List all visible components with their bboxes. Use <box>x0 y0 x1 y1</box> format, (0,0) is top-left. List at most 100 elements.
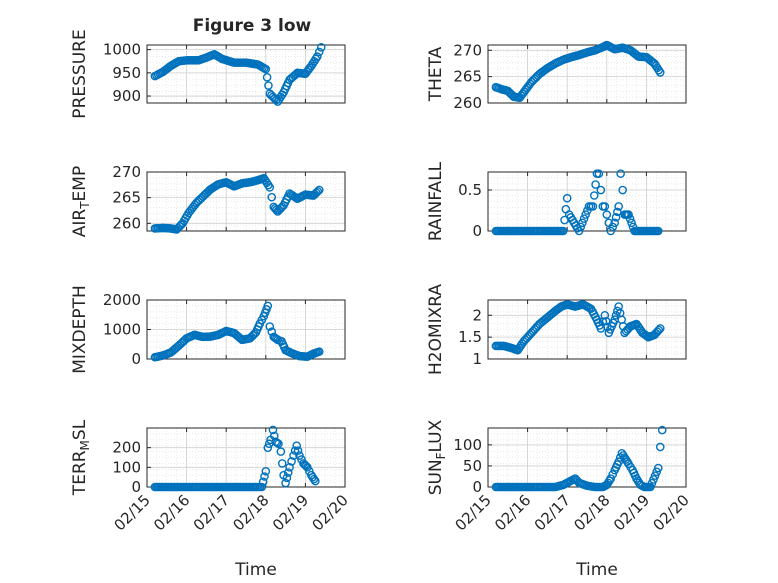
chart-air_temp: 270 265 260 AIRTEMP <box>70 163 346 237</box>
x-axis-label: Time <box>575 560 618 580</box>
data-point <box>289 451 298 460</box>
data-point <box>293 446 303 455</box>
data-point <box>261 64 271 74</box>
x-tick-label: 02/19 <box>610 491 653 534</box>
series-markers <box>150 425 320 492</box>
data-point <box>313 187 323 196</box>
x-tick-label: 02/16 <box>150 491 193 534</box>
data-point <box>602 210 612 219</box>
data-point <box>653 463 663 473</box>
y-tick-label: 50 <box>463 457 482 475</box>
data-point <box>257 482 267 492</box>
data-point <box>655 442 665 452</box>
chart-h2omixra: 2 1.5 1 H2OMIXRA <box>426 284 687 375</box>
data-point <box>576 222 586 232</box>
y-tick-label: 1000 <box>103 321 141 339</box>
y-tick-label: 270 <box>112 163 141 181</box>
data-point <box>655 324 665 333</box>
data-point <box>261 466 271 476</box>
data-point <box>613 207 622 217</box>
data-point <box>610 218 620 228</box>
y-tick-label: 1.5 <box>458 328 482 346</box>
data-point <box>292 441 301 451</box>
data-point <box>588 202 598 211</box>
x-tick-label: 02/19 <box>269 491 312 534</box>
data-point <box>312 52 322 61</box>
data-point <box>263 443 273 452</box>
y-tick-label: 265 <box>453 68 482 86</box>
y-tick-label: 0 <box>131 350 141 368</box>
data-point <box>276 447 286 456</box>
data-point <box>624 210 633 219</box>
data-point <box>579 214 589 224</box>
data-point <box>262 73 272 82</box>
chart-theta: 270 265 260 THETA <box>426 40 687 112</box>
data-point <box>314 185 324 195</box>
chart-pressure: 1000 950 900 PRESSURE <box>70 29 346 119</box>
y-axis-label: H2OMIXRA <box>426 284 446 375</box>
series-markers <box>491 300 665 355</box>
data-point <box>616 169 625 178</box>
data-point <box>606 226 616 236</box>
y-tick-label: 265 <box>112 189 141 207</box>
data-point <box>625 214 635 224</box>
data-point <box>653 226 663 236</box>
data-point <box>290 446 300 455</box>
y-tick-label: 950 <box>112 64 141 82</box>
axes-box <box>487 44 687 104</box>
y-tick-label: 0.5 <box>458 181 482 199</box>
y-tick-label: 2 <box>472 306 482 324</box>
data-point <box>267 192 277 202</box>
data-point <box>272 438 282 448</box>
data-point <box>268 425 278 435</box>
x-tick-label: 02/15 <box>111 491 154 534</box>
data-point <box>265 183 275 192</box>
chart-mixdepth: 2000 1000 0 MIXDEPTH <box>70 285 346 374</box>
data-point <box>300 460 310 470</box>
axes-box <box>146 171 346 232</box>
data-point <box>562 193 572 203</box>
x-tick-label: 02/20 <box>650 491 693 534</box>
data-point <box>578 218 587 228</box>
y-axis-label: MIXDEPTH <box>70 285 90 374</box>
data-point <box>250 329 259 339</box>
data-point <box>281 478 290 488</box>
data-point <box>574 226 584 236</box>
y-tick-label: 260 <box>453 94 482 112</box>
y-tick-label: 100 <box>453 436 482 454</box>
data-point <box>591 180 600 189</box>
data-point <box>611 213 621 222</box>
data-point <box>287 457 296 466</box>
data-point <box>600 202 610 211</box>
data-point <box>558 226 568 236</box>
data-point <box>657 425 667 435</box>
data-point <box>618 185 627 195</box>
data-point <box>611 310 621 320</box>
x-tick-label: 02/18 <box>229 491 272 534</box>
x-tick-label: 02/15 <box>452 491 495 534</box>
data-point <box>596 185 606 195</box>
y-axis-label: RAINFALL <box>426 161 446 241</box>
data-point <box>309 474 319 484</box>
data-point <box>258 477 268 487</box>
series-markers <box>491 169 663 236</box>
y-axis-label: TERRMSL <box>70 419 92 496</box>
series-markers <box>491 40 665 103</box>
data-point <box>282 473 292 483</box>
data-point <box>316 43 326 52</box>
x-axis-label: Time <box>234 560 277 580</box>
y-tick-label: 100 <box>112 458 141 476</box>
data-point <box>608 222 618 232</box>
data-point <box>264 81 273 90</box>
x-tick-label: 02/17 <box>190 491 233 534</box>
series-markers <box>150 173 324 234</box>
data-point <box>260 472 269 481</box>
data-point <box>654 325 664 335</box>
y-axis-label: AIRTEMP <box>70 166 92 237</box>
data-point <box>263 301 273 311</box>
data-point <box>310 476 320 486</box>
data-point <box>614 202 623 211</box>
data-point <box>581 210 590 219</box>
chart-rainfall: 0.5 0 RAINFALL <box>426 161 687 241</box>
x-tick-label: 02/20 <box>309 491 352 534</box>
